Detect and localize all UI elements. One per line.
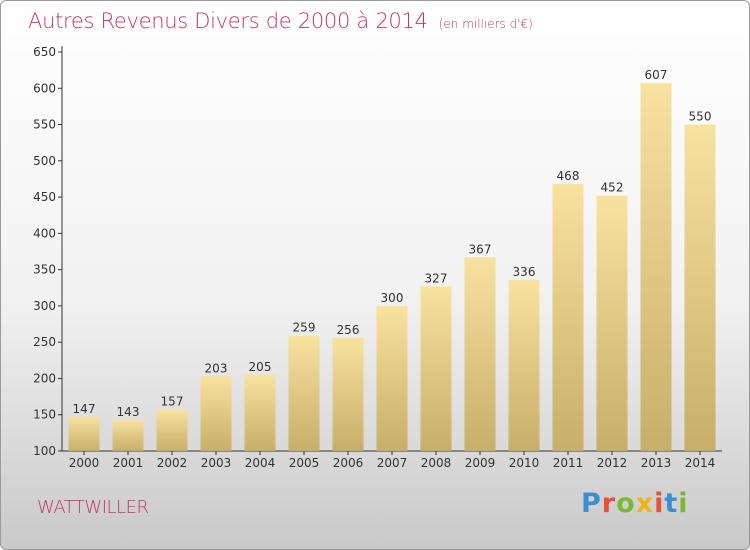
data-label: 157 — [161, 395, 184, 409]
y-tick-label: 550 — [33, 118, 56, 132]
bar — [508, 279, 540, 451]
logo-letter: o — [616, 488, 636, 519]
bar — [68, 416, 100, 451]
bar — [288, 335, 320, 451]
chart-title-text: Autres Revenus Divers de 2000 à 2014 — [28, 9, 428, 33]
bar — [156, 409, 188, 451]
logo-letter: i — [654, 488, 665, 519]
data-label: 147 — [73, 402, 96, 416]
data-label: 607 — [645, 68, 668, 82]
y-tick-label: 650 — [33, 45, 56, 59]
bar — [244, 374, 276, 451]
data-label: 203 — [205, 361, 228, 375]
data-label: 367 — [469, 242, 492, 256]
y-tick-label: 300 — [33, 299, 56, 313]
x-tick-label: 2013 — [641, 456, 672, 470]
bar — [552, 184, 584, 452]
logo-letter: i — [678, 488, 689, 519]
data-label: 259 — [293, 321, 316, 335]
x-tick-label: 2011 — [553, 456, 584, 470]
data-label: 550 — [689, 110, 712, 124]
proxiti-logo: Proxiti — [581, 488, 689, 519]
y-tick-label: 150 — [33, 408, 56, 422]
data-label: 452 — [601, 181, 624, 195]
x-tick-label: 2009 — [465, 456, 496, 470]
x-tick-label: 2008 — [421, 456, 452, 470]
data-label: 256 — [337, 323, 360, 337]
x-tick-label: 2002 — [157, 456, 188, 470]
y-tick-label: 350 — [33, 263, 56, 277]
y-tick-label: 250 — [33, 335, 56, 349]
location-label: WATTWILLER — [37, 497, 149, 518]
bar — [376, 305, 408, 451]
x-tick-label: 2014 — [685, 456, 716, 470]
y-tick-label: 200 — [33, 371, 56, 385]
y-tick-label: 600 — [33, 81, 56, 95]
bar — [640, 83, 672, 451]
x-tick-label: 2006 — [333, 456, 364, 470]
x-tick-label: 2010 — [509, 456, 540, 470]
bar — [420, 286, 452, 451]
data-label: 468 — [557, 169, 580, 183]
y-tick-label: 400 — [33, 226, 56, 240]
unit-note: (en milliers d'€) — [438, 17, 533, 31]
logo-letter: t — [664, 488, 679, 519]
data-label: 205 — [249, 360, 272, 374]
x-tick-label: 2005 — [289, 456, 320, 470]
bar — [596, 195, 628, 451]
y-tick-label: 500 — [33, 154, 56, 168]
x-tick-label: 2004 — [245, 456, 276, 470]
bar — [464, 257, 496, 451]
bar — [684, 124, 716, 451]
bar — [112, 419, 144, 451]
bar — [332, 337, 364, 451]
y-tick-label: 100 — [33, 444, 56, 458]
x-tick-label: 2007 — [377, 456, 408, 470]
logo-letter: r — [601, 488, 617, 519]
logo-letter: P — [581, 488, 602, 519]
x-tick-label: 2000 — [69, 456, 100, 470]
logo-letter: x — [635, 488, 655, 519]
data-label: 300 — [381, 291, 404, 305]
data-label: 327 — [425, 271, 448, 285]
bar — [200, 376, 232, 451]
data-label: 143 — [117, 405, 140, 419]
y-tick-label: 450 — [33, 190, 56, 204]
chart-title: Autres Revenus Divers de 2000 à 2014 (en… — [28, 9, 533, 33]
x-tick-label: 2001 — [113, 456, 144, 470]
x-tick-label: 2003 — [201, 456, 232, 470]
data-label: 336 — [513, 265, 536, 279]
x-tick-label: 2012 — [597, 456, 628, 470]
